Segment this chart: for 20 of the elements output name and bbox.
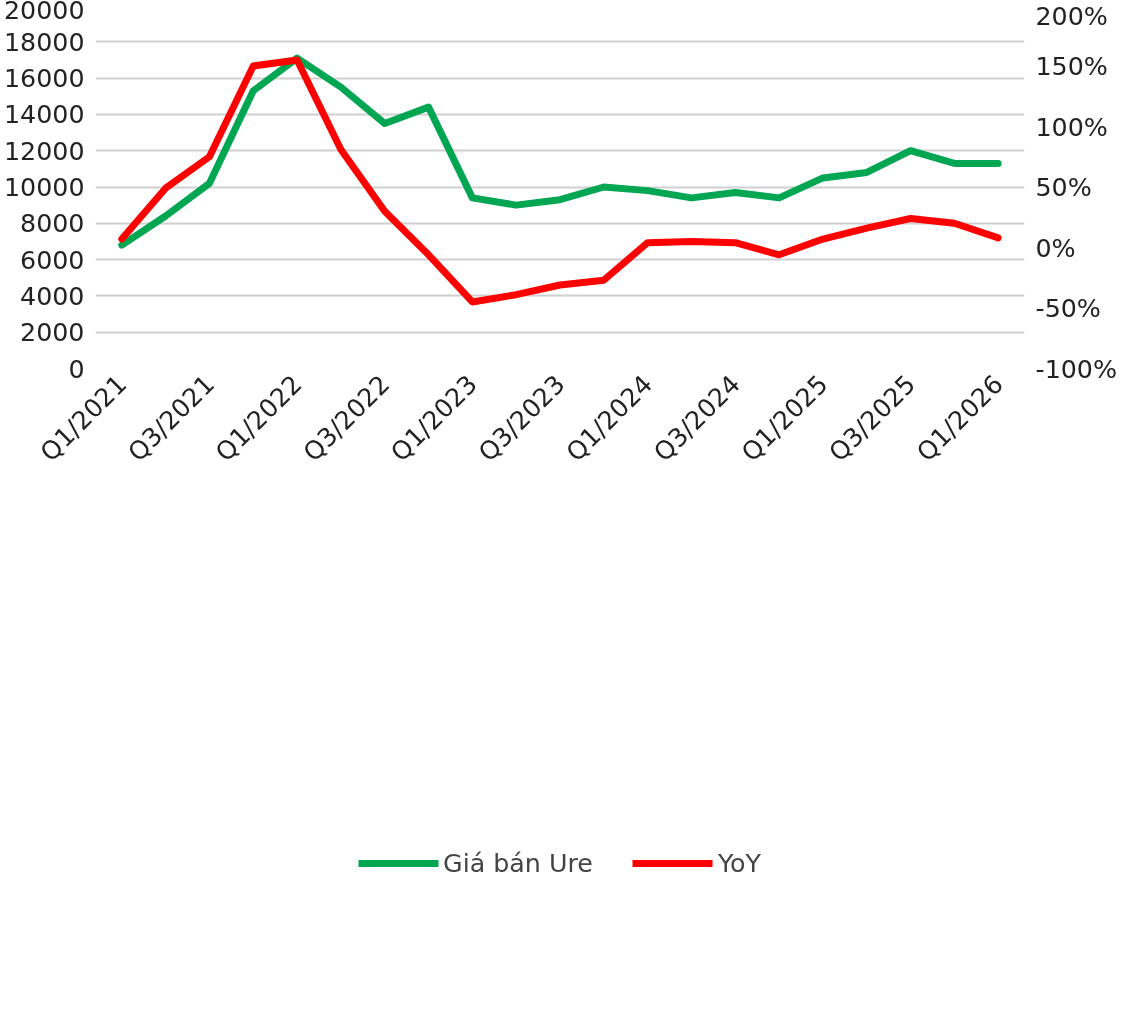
y2-tick-label: -100% xyxy=(1035,353,1118,384)
y-tick-label: 18000 xyxy=(3,26,85,57)
y2-tick-label: 50% xyxy=(1035,172,1092,202)
y2-tick-label: 0% xyxy=(1035,232,1076,263)
y-tick-label: 8000 xyxy=(20,208,85,239)
y-tick-label: 2000 xyxy=(20,317,85,348)
y-tick-label: 10000 xyxy=(3,172,85,202)
y-tick-label: 16000 xyxy=(3,63,85,94)
y-tick-label: 6000 xyxy=(20,244,85,275)
y2-tick-label: 150% xyxy=(1035,51,1108,81)
y-tick-label: 14000 xyxy=(3,99,85,130)
y-tick-label: 4000 xyxy=(20,280,85,311)
y-tick-label: 0 xyxy=(68,353,85,384)
legend-label: YoY xyxy=(717,847,761,878)
y-tick-label: 12000 xyxy=(3,135,85,166)
y-tick-label: 20000 xyxy=(3,0,85,25)
y2-tick-label: -50% xyxy=(1035,293,1101,323)
legend-label: Giá bán Ure xyxy=(443,847,593,878)
y2-tick-label: 100% xyxy=(1035,111,1108,142)
y2-tick-label: 200% xyxy=(1035,0,1108,31)
